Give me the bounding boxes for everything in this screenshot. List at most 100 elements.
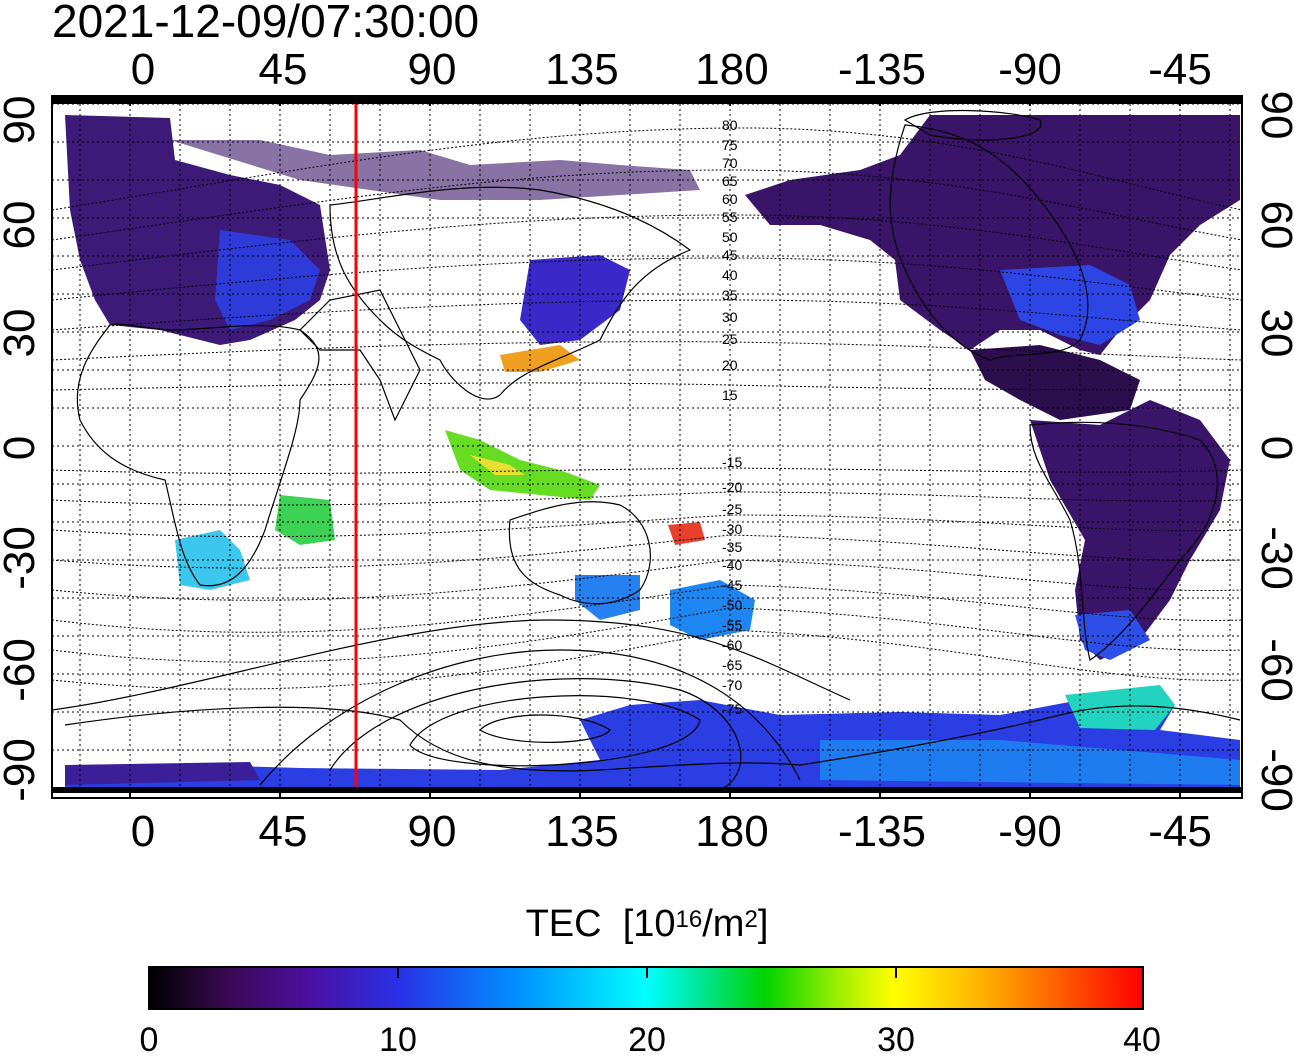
contour-label: 55 xyxy=(722,209,738,225)
tick-marks xyxy=(129,96,1181,798)
colorbar-unit-prefix: [10 xyxy=(622,903,676,945)
colorbar-tick xyxy=(646,968,648,978)
colorbar-unit-exponent2: 2 xyxy=(744,906,758,933)
bottom-tick-label: 90 xyxy=(408,807,457,856)
contour-label: -75 xyxy=(722,701,742,717)
left-tick-label: -60 xyxy=(0,638,44,702)
colorbar-tick xyxy=(397,968,399,978)
right-tick-label: 30 xyxy=(1252,309,1294,358)
contour-label: 50 xyxy=(722,229,738,245)
top-tick-label: 180 xyxy=(695,45,768,94)
contour-label: -60 xyxy=(722,637,742,653)
contour-label: -30 xyxy=(722,521,742,537)
magnetic-contours-solid xyxy=(51,619,851,786)
contour-label: 35 xyxy=(722,287,738,303)
left-tick-label: 30 xyxy=(0,309,44,358)
left-tick-label: 60 xyxy=(0,201,44,250)
right-tick-label: -60 xyxy=(1252,638,1294,702)
right-tick-label: 60 xyxy=(1252,201,1294,250)
tec-region-east-asia xyxy=(520,255,630,345)
right-tick-label: 0 xyxy=(1252,436,1294,460)
colorbar-quantity: TEC xyxy=(525,903,602,945)
contour-label: -45 xyxy=(722,577,742,593)
bottom-tick-label: -45 xyxy=(1148,807,1212,856)
right-tick-label: -90 xyxy=(1252,748,1294,812)
left-tick-label: 90 xyxy=(0,96,44,145)
left-tick-label: -30 xyxy=(0,526,44,590)
tec-region-indonesia-yellow xyxy=(470,455,525,475)
contour-label: -20 xyxy=(722,479,742,495)
top-tick-label: -45 xyxy=(1148,45,1212,94)
contour-label: -40 xyxy=(722,557,742,573)
top-tick-label: 45 xyxy=(259,45,308,94)
colorbar xyxy=(148,966,1144,1010)
contour-label: 60 xyxy=(722,191,738,207)
contour-label: 70 xyxy=(722,155,738,171)
timestamp-title: 2021-12-09/07:30:00 xyxy=(52,0,480,47)
top-tick-label: 0 xyxy=(131,45,155,94)
bottom-axis-labels: 0 45 90 135 180 -135 -90 -45 xyxy=(131,807,1212,856)
left-tick-label: 0 xyxy=(0,436,44,460)
colorbar-title: TEC [1016/m2] xyxy=(0,902,1294,946)
graticule xyxy=(52,103,1242,790)
top-tick-label: -90 xyxy=(998,45,1062,94)
contour-label: 20 xyxy=(722,357,738,373)
bottom-tick-label: -135 xyxy=(838,807,926,856)
top-tick-label: 90 xyxy=(408,45,457,94)
magnetic-contours xyxy=(51,127,1243,690)
contour-label: 65 xyxy=(722,173,738,189)
contour-label: 45 xyxy=(722,247,738,263)
right-axis-labels: 90 60 30 0 -30 -60 -90 xyxy=(1252,91,1294,812)
right-tick-label: -30 xyxy=(1252,526,1294,590)
tec-region-new-zealand xyxy=(670,580,755,640)
top-frame-band xyxy=(52,96,1242,104)
contour-label: 30 xyxy=(722,309,738,325)
colorbar-tick-label: 10 xyxy=(379,1021,417,1059)
colorbar-tick-label: 20 xyxy=(628,1021,666,1059)
top-tick-label: 135 xyxy=(545,45,618,94)
contour-label: 75 xyxy=(722,137,738,153)
contour-label: -15 xyxy=(722,454,742,470)
top-tick-label: -135 xyxy=(838,45,926,94)
bottom-tick-label: -90 xyxy=(998,807,1062,856)
tec-region-us-blue xyxy=(1000,265,1140,345)
colorbar-unit-mid: /m xyxy=(702,903,745,945)
tec-region-north-america xyxy=(745,115,1240,355)
colorbar-unit-suffix: ] xyxy=(757,903,769,945)
top-axis-labels: 0 45 90 135 180 -135 -90 -45 xyxy=(131,45,1212,94)
tec-region-indonesia xyxy=(445,430,600,500)
contour-label: 80 xyxy=(722,117,738,133)
tec-region-fiji-red xyxy=(668,522,705,545)
colorbar-unit-exponent: 16 xyxy=(675,906,703,933)
left-tick-label: -90 xyxy=(0,738,44,802)
tec-region-madagascar xyxy=(275,495,335,545)
colorbar-tick-label: 30 xyxy=(877,1021,915,1059)
contour-label: -35 xyxy=(722,539,742,555)
tec-region-asia-north xyxy=(170,140,700,200)
colorbar-tick-label: 40 xyxy=(1123,1021,1161,1059)
tec-region-east-asia-orange xyxy=(500,345,580,372)
contour-label: -65 xyxy=(722,657,742,673)
contour-label: -55 xyxy=(722,617,742,633)
bottom-tick-label: 135 xyxy=(545,807,618,856)
tec-region-antarctic-cyan xyxy=(1065,685,1175,730)
left-axis-labels: 90 60 30 0 -30 -60 -90 xyxy=(0,96,44,802)
right-tick-label: 90 xyxy=(1252,91,1294,140)
bottom-tick-label: 180 xyxy=(695,807,768,856)
tec-map: 80 75 70 65 60 55 50 45 40 35 30 25 20 1… xyxy=(0,45,1294,856)
tec-region-south-america-north xyxy=(970,345,1140,420)
colorbar-tick-label: 0 xyxy=(139,1021,159,1059)
bottom-tick-label: 0 xyxy=(131,807,155,856)
bottom-frame-band xyxy=(52,787,1242,793)
contour-label: 25 xyxy=(722,331,738,347)
coastlines xyxy=(64,109,1241,791)
tec-region-antarctic-left xyxy=(65,762,260,785)
contour-label: 40 xyxy=(722,267,738,283)
contour-label: 15 xyxy=(722,387,738,403)
colorbar-tick xyxy=(895,968,897,978)
contour-label: -25 xyxy=(722,501,742,517)
tec-region-antarctic-blue-bright xyxy=(820,740,1240,785)
contour-label-group: 80 75 70 65 60 55 50 45 40 35 30 25 20 1… xyxy=(722,117,742,717)
bottom-tick-label: 45 xyxy=(259,807,308,856)
contour-label: -50 xyxy=(722,597,742,613)
